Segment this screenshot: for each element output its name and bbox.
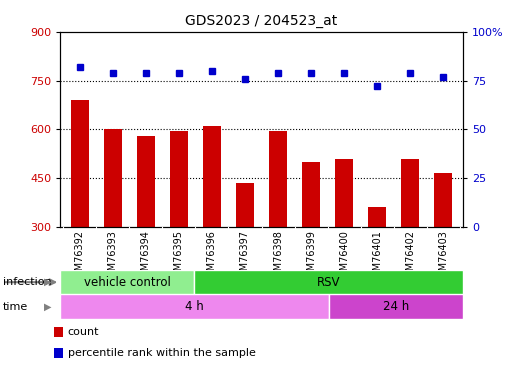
Text: infection: infection: [3, 277, 51, 287]
Text: time: time: [3, 302, 28, 312]
Text: GSM76400: GSM76400: [339, 230, 349, 283]
Text: 24 h: 24 h: [383, 300, 409, 313]
Text: 4 h: 4 h: [185, 300, 204, 313]
Text: GSM76397: GSM76397: [240, 230, 250, 284]
Bar: [434, 173, 452, 227]
Bar: [236, 183, 254, 227]
Text: GSM76401: GSM76401: [372, 230, 382, 283]
Bar: [269, 131, 287, 227]
Text: GSM76393: GSM76393: [108, 230, 118, 283]
Text: GSM76403: GSM76403: [438, 230, 448, 283]
Title: GDS2023 / 204523_at: GDS2023 / 204523_at: [185, 14, 338, 28]
Text: RSV: RSV: [317, 276, 340, 289]
Bar: [170, 131, 188, 227]
Text: GSM76399: GSM76399: [306, 230, 316, 283]
Bar: [302, 162, 320, 227]
Text: percentile rank within the sample: percentile rank within the sample: [68, 348, 256, 358]
Bar: [137, 136, 155, 227]
Bar: [71, 100, 89, 227]
Text: GSM76394: GSM76394: [141, 230, 151, 283]
Bar: [328, 294, 463, 319]
Bar: [335, 159, 353, 227]
Text: ▶: ▶: [44, 277, 52, 287]
Text: count: count: [68, 327, 99, 338]
Bar: [60, 294, 328, 319]
Bar: [54, 327, 63, 338]
Bar: [60, 270, 195, 294]
Text: GSM76395: GSM76395: [174, 230, 184, 284]
Text: vehicle control: vehicle control: [84, 276, 170, 289]
Bar: [54, 348, 63, 358]
Text: GSM76398: GSM76398: [273, 230, 283, 283]
Text: GSM76396: GSM76396: [207, 230, 217, 283]
Bar: [104, 129, 122, 227]
Text: ▶: ▶: [44, 302, 52, 312]
Text: GSM76392: GSM76392: [75, 230, 85, 284]
Bar: [401, 159, 419, 227]
Bar: [195, 270, 463, 294]
Bar: [368, 207, 386, 227]
Text: GSM76402: GSM76402: [405, 230, 415, 284]
Bar: [203, 126, 221, 227]
